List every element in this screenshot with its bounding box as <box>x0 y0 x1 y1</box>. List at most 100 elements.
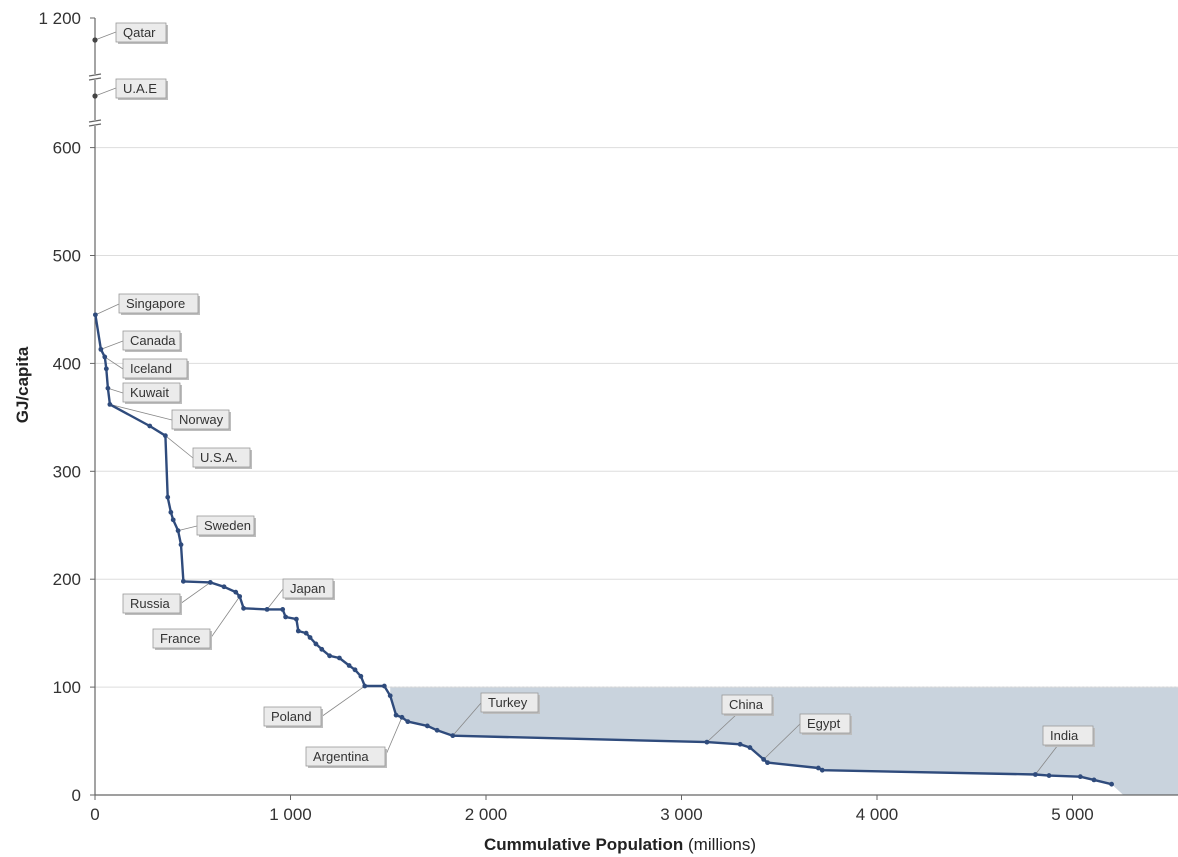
data-point-1 <box>98 346 104 352</box>
data-point-19 <box>264 607 270 612</box>
data-point-43 <box>737 741 743 747</box>
data-point-21 <box>283 614 289 620</box>
data-point-11 <box>175 528 181 534</box>
data-point-29 <box>336 655 342 661</box>
data-point-15 <box>221 584 227 590</box>
series-line <box>94 314 1112 786</box>
x-tick-label-0: 0 <box>90 805 99 824</box>
x-tick-label-1000: 1 000 <box>269 805 312 824</box>
data-point-6 <box>147 423 153 429</box>
y-tick-label-200: 200 <box>53 570 81 589</box>
axis-break-mark-1b <box>88 73 102 77</box>
x-axis-unit-text: (millions) <box>688 835 756 854</box>
x-tick-label-4000: 4 000 <box>856 805 899 824</box>
label-qatar-box <box>115 22 167 43</box>
label-singapore-text: Singapore <box>126 296 185 311</box>
label-iceland-text: Iceland <box>130 361 172 376</box>
label-uae-text: U.A.E <box>123 81 157 96</box>
label-poland-box <box>263 706 322 727</box>
data-point-53 <box>1109 781 1114 787</box>
leader-turkey <box>452 702 482 736</box>
label-argentina-text: Argentina <box>313 749 369 764</box>
label-usa-text: U.S.A. <box>200 450 238 465</box>
label-russia-text: Russia <box>130 596 171 611</box>
data-point-42 <box>704 739 710 745</box>
x-tick-label-5000: 5 000 <box>1051 805 1094 824</box>
data-point-26 <box>313 641 319 647</box>
data-point-7 <box>162 433 168 439</box>
axis-break-mark-0b <box>88 119 102 123</box>
data-point-32 <box>358 673 364 679</box>
label-india-box <box>1042 725 1094 746</box>
data-point-27 <box>319 646 325 652</box>
data-point-5 <box>107 402 113 407</box>
highlight-fill <box>390 687 1178 795</box>
label-egypt-box <box>799 713 851 734</box>
data-point-22 <box>293 616 299 622</box>
tick-labels: 0 100 200 300 400 500 600 1 200 0 1 000 2 000 3 000… <box>38 9 1093 824</box>
data-point-12 <box>178 542 184 548</box>
y-tick-label-100: 100 <box>53 678 81 697</box>
leader-norway <box>109 404 173 421</box>
label-sweden-box <box>196 515 255 536</box>
label-kuwait-text: Kuwait <box>130 385 169 400</box>
label-france-box <box>152 628 211 649</box>
leader-egypt <box>763 723 801 760</box>
label-canada-box <box>122 330 181 351</box>
label-egypt-text: Egypt <box>807 716 841 731</box>
data-point-41 <box>450 733 456 739</box>
data-point-10 <box>170 517 176 523</box>
data-point-45 <box>761 756 767 762</box>
x-tick-label-3000: 3 000 <box>660 805 703 824</box>
data-point-8 <box>165 494 171 500</box>
data-point-14 <box>207 580 213 585</box>
data-point-51 <box>1077 774 1083 780</box>
leader-canada <box>100 340 124 350</box>
data-point-52 <box>1091 777 1097 783</box>
label-turkey-box <box>480 692 539 713</box>
data-point-38 <box>405 719 411 725</box>
data-point-39 <box>424 723 430 729</box>
outlier-point-qatar <box>92 37 98 43</box>
data-point-25 <box>307 635 313 640</box>
label-norway-text: Norway <box>179 412 224 427</box>
data-point-33 <box>362 683 368 689</box>
data-point-30 <box>346 663 352 668</box>
axis-break-mark-0a <box>88 123 102 127</box>
label-poland-text: Poland <box>271 709 311 724</box>
leader-poland <box>320 685 366 718</box>
y-tick-label-0: 0 <box>72 786 81 805</box>
label-france-text: France <box>160 631 200 646</box>
y-axis-title: GJ/capita <box>13 346 32 423</box>
leader-india <box>1035 744 1059 775</box>
label-kuwait-box <box>122 382 181 403</box>
data-point-24 <box>303 630 309 636</box>
leader-china <box>706 713 738 743</box>
data-point-3 <box>103 366 109 372</box>
outlier-point-uae <box>92 93 98 99</box>
data-point-0 <box>92 312 98 318</box>
data-point-37 <box>399 714 405 720</box>
data-point-49 <box>1032 772 1038 777</box>
data-point-44 <box>747 745 753 750</box>
leader-japan <box>266 588 284 610</box>
leader-iceland <box>104 356 124 370</box>
gridlines <box>95 147 1178 688</box>
leader-kuwait <box>107 387 124 394</box>
y-tick-label-300: 300 <box>53 462 81 481</box>
axis-break-mark-1a <box>88 77 102 81</box>
leader-singapore <box>95 303 120 316</box>
leader-qatar <box>94 31 117 41</box>
data-point-31 <box>352 667 358 673</box>
x-tick-label-2000: 2 000 <box>465 805 508 824</box>
y-tick-label-broken: 1 200 <box>38 9 81 28</box>
annotation-leaders <box>94 31 1059 775</box>
leader-russia <box>179 582 211 605</box>
label-sweden-text: Sweden <box>204 518 251 533</box>
label-china-text: China <box>729 697 764 712</box>
label-iceland-box <box>122 358 188 379</box>
data-point-4 <box>105 385 111 391</box>
series <box>92 37 1114 787</box>
data-point-23 <box>295 628 301 634</box>
